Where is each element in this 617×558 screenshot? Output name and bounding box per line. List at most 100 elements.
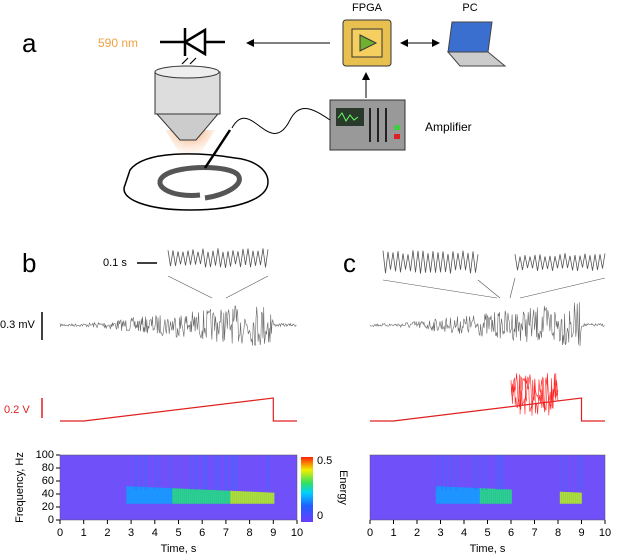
energy: [154, 455, 156, 490]
energy: [266, 492, 269, 504]
x-tick-label: 7: [223, 527, 229, 539]
energy: [501, 489, 504, 504]
energy: [493, 488, 496, 504]
y-tick-label: 0: [48, 514, 54, 526]
energy: [212, 490, 215, 504]
energy: [240, 491, 243, 504]
energy: [459, 487, 462, 504]
energy: [210, 489, 213, 504]
energy: [563, 491, 566, 504]
energy: [559, 491, 562, 504]
energy: [252, 491, 255, 504]
energy: [218, 490, 221, 504]
energy: [565, 491, 568, 504]
colorbar-tick-label: 0: [317, 510, 323, 522]
x-tick-label: 10: [291, 527, 303, 539]
energy: [565, 455, 567, 490]
amplifier-label: Amplifier: [425, 120, 472, 134]
stimulus: [370, 397, 605, 422]
brain: [123, 108, 331, 211]
x-tick-label: 9: [578, 527, 584, 539]
x-axis-label: Time, s: [470, 543, 506, 555]
energy: [258, 492, 261, 504]
energy: [435, 486, 438, 504]
led: [160, 27, 225, 65]
x-tick-label: 2: [414, 527, 420, 539]
energy: [236, 491, 239, 504]
energy: [138, 486, 141, 504]
energy: [228, 490, 231, 504]
x-tick-label: 3: [128, 527, 134, 539]
energy: [254, 491, 257, 504]
energy: [232, 455, 234, 490]
energy: [248, 491, 251, 504]
energy: [234, 490, 237, 504]
y-tick-label: 20: [42, 501, 54, 513]
y-axis-label: Frequency, Hz: [14, 452, 26, 523]
energy: [579, 455, 581, 490]
energy: [130, 486, 133, 504]
energy: [170, 455, 172, 490]
y-tick-label: 80: [42, 462, 54, 474]
fpga-chip: [342, 19, 392, 67]
energy: [224, 455, 226, 490]
inset-trace: [167, 248, 269, 269]
panel-b: b 0.1 s 0.3 mV 0.2 V: [0, 248, 157, 418]
energy: [188, 488, 191, 504]
fpga-label: FPGA: [352, 2, 383, 14]
energy: [184, 488, 187, 504]
y-tick-label: 60: [42, 475, 54, 487]
energy: [216, 490, 219, 504]
x-tick-label: 10: [599, 527, 611, 539]
energy: [224, 490, 227, 504]
energy: [499, 455, 501, 490]
energy: [146, 487, 149, 504]
energy: [136, 455, 138, 490]
energy: [453, 487, 456, 504]
energy: [164, 487, 167, 504]
energy: [202, 455, 204, 490]
energy: [567, 492, 570, 504]
x-tick-label: 1: [390, 527, 396, 539]
energy: [170, 488, 173, 504]
energy: [148, 487, 151, 504]
trace: [369, 302, 605, 347]
energy: [473, 455, 475, 490]
colorbar-tick-label: 0.5: [317, 455, 332, 467]
energy: [204, 455, 206, 490]
energy: [443, 486, 446, 504]
energy: [268, 455, 270, 490]
energy: [497, 488, 500, 504]
energy: [196, 455, 198, 490]
energy: [152, 487, 155, 504]
x-tick-label: 8: [555, 527, 561, 539]
energy: [166, 487, 169, 504]
energy: [186, 488, 189, 504]
energy: [441, 486, 444, 504]
energy: [142, 486, 145, 504]
x-tick-label: 7: [531, 527, 537, 539]
energy: [190, 489, 193, 504]
energy: [140, 486, 143, 504]
energy: [134, 486, 137, 504]
energy: [577, 455, 579, 490]
energy: [473, 487, 476, 504]
energy: [437, 486, 440, 504]
energy: [180, 488, 183, 504]
energy: [202, 489, 205, 504]
energy: [489, 488, 492, 504]
spectrogram-bg: [59, 454, 298, 521]
energy: [226, 455, 228, 490]
energy: [573, 492, 576, 504]
energy: [190, 455, 192, 490]
energy: [140, 455, 142, 490]
energy: [465, 487, 468, 504]
panel-label: a: [22, 28, 37, 58]
energy: [575, 492, 578, 504]
spectrogram-bg: [369, 454, 606, 521]
energy: [471, 487, 474, 504]
energy: [491, 488, 494, 504]
energy: [160, 487, 163, 504]
energy: [569, 492, 572, 504]
